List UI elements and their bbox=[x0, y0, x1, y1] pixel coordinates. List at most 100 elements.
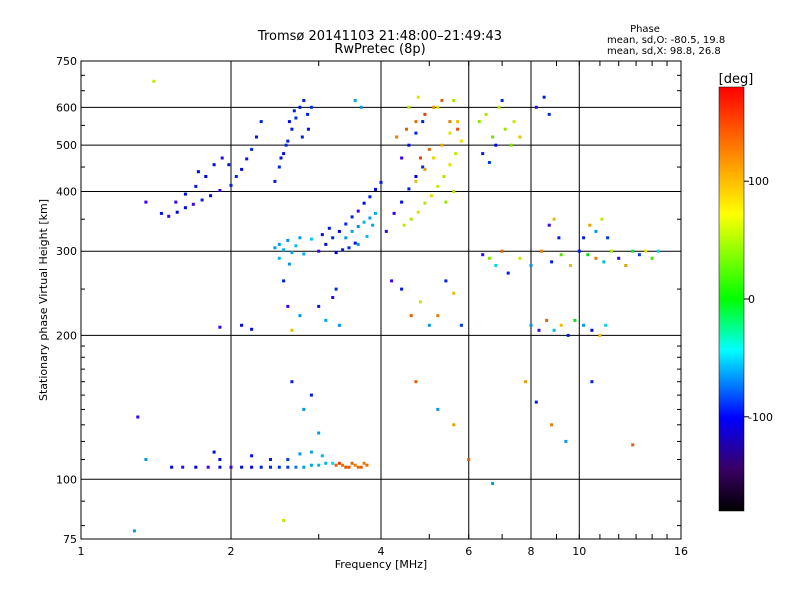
data-point bbox=[362, 461, 366, 465]
data-point bbox=[448, 131, 452, 135]
data-point bbox=[559, 323, 563, 327]
data-point bbox=[300, 135, 304, 139]
data-point bbox=[624, 264, 628, 267]
data-point bbox=[331, 236, 335, 240]
data-point bbox=[491, 482, 495, 485]
x-tick-label: 2 bbox=[228, 545, 235, 558]
data-point bbox=[240, 465, 244, 469]
data-point bbox=[374, 211, 377, 215]
data-point bbox=[175, 210, 179, 214]
data-point bbox=[534, 105, 538, 109]
data-point bbox=[577, 249, 581, 253]
data-point bbox=[309, 463, 313, 467]
data-point bbox=[250, 327, 254, 331]
data-point bbox=[617, 256, 621, 260]
y-tick-label: 100 bbox=[56, 473, 77, 486]
data-point bbox=[529, 264, 533, 267]
data-point bbox=[456, 120, 460, 124]
data-point bbox=[586, 253, 590, 257]
data-point bbox=[564, 439, 568, 443]
data-point bbox=[302, 99, 306, 102]
data-point bbox=[359, 465, 363, 469]
data-point bbox=[250, 147, 254, 151]
chart-title: Tromsø 20141103 21:48:00–21:49:43 bbox=[257, 29, 502, 44]
data-point bbox=[259, 120, 263, 124]
data-point bbox=[144, 458, 148, 461]
x-tick-label: 4 bbox=[378, 545, 385, 558]
data-point bbox=[302, 252, 306, 256]
data-point bbox=[487, 161, 491, 164]
data-point bbox=[350, 215, 354, 219]
data-point bbox=[481, 152, 485, 156]
data-point bbox=[518, 135, 522, 139]
data-point bbox=[552, 328, 556, 332]
x-axis: 1 2 4 6 8 10 16 bbox=[78, 61, 688, 558]
data-point bbox=[200, 198, 204, 202]
data-point bbox=[371, 223, 375, 227]
data-point bbox=[290, 380, 294, 384]
y-axis: 75 100 200 300 400 500 600 750 bbox=[56, 55, 681, 546]
data-point bbox=[144, 200, 148, 204]
data-point bbox=[277, 256, 281, 260]
data-point bbox=[436, 105, 440, 109]
data-point bbox=[240, 167, 244, 171]
data-point bbox=[494, 143, 498, 147]
x-tick-label: 1 bbox=[78, 545, 85, 558]
data-point bbox=[250, 454, 254, 458]
data-point bbox=[324, 318, 328, 322]
data-point bbox=[159, 211, 163, 215]
data-point bbox=[582, 323, 586, 327]
data-point bbox=[407, 105, 411, 109]
data-point bbox=[379, 180, 383, 184]
data-point bbox=[400, 200, 404, 204]
data-point bbox=[604, 323, 608, 327]
data-point bbox=[537, 328, 541, 332]
data-point bbox=[414, 380, 418, 384]
colorbar-tick-label: -100 bbox=[748, 411, 773, 424]
data-point bbox=[132, 529, 136, 533]
data-point bbox=[324, 242, 328, 246]
data-point bbox=[218, 465, 222, 469]
colorbar-label: [deg] bbox=[719, 72, 754, 87]
data-point bbox=[309, 393, 313, 397]
data-point bbox=[282, 279, 286, 283]
x-axis-label: Frequency [MHz] bbox=[335, 558, 427, 571]
data-point bbox=[414, 179, 418, 183]
data-point bbox=[353, 99, 357, 102]
data-point bbox=[650, 256, 654, 260]
data-point bbox=[359, 105, 363, 109]
data-point bbox=[356, 225, 360, 228]
data-point bbox=[644, 249, 648, 253]
data-point bbox=[282, 519, 286, 522]
data-point bbox=[287, 262, 291, 266]
data-point bbox=[344, 465, 348, 469]
data-point bbox=[229, 465, 233, 469]
data-point bbox=[306, 127, 310, 131]
data-point bbox=[534, 400, 538, 404]
data-point bbox=[440, 99, 444, 102]
chart-subtitle: RwPretec (8p) bbox=[334, 42, 425, 57]
data-point bbox=[344, 236, 348, 240]
data-point bbox=[414, 175, 418, 178]
data-point bbox=[347, 246, 351, 250]
data-point bbox=[282, 152, 286, 156]
data-point bbox=[331, 296, 335, 299]
scatter-points bbox=[132, 79, 660, 533]
data-point bbox=[152, 79, 156, 83]
data-point bbox=[317, 463, 321, 467]
data-point bbox=[429, 194, 433, 198]
data-point bbox=[255, 135, 258, 139]
data-point bbox=[234, 175, 238, 178]
data-point bbox=[245, 157, 249, 161]
data-point bbox=[259, 465, 263, 469]
data-point bbox=[436, 314, 440, 318]
data-point bbox=[282, 248, 286, 252]
data-point bbox=[427, 147, 431, 151]
data-point bbox=[331, 461, 335, 465]
data-point bbox=[273, 246, 277, 250]
data-point bbox=[229, 183, 233, 187]
data-point bbox=[559, 253, 563, 257]
data-point bbox=[290, 328, 294, 332]
x-tick-label: 10 bbox=[572, 545, 586, 558]
data-point bbox=[350, 461, 354, 465]
